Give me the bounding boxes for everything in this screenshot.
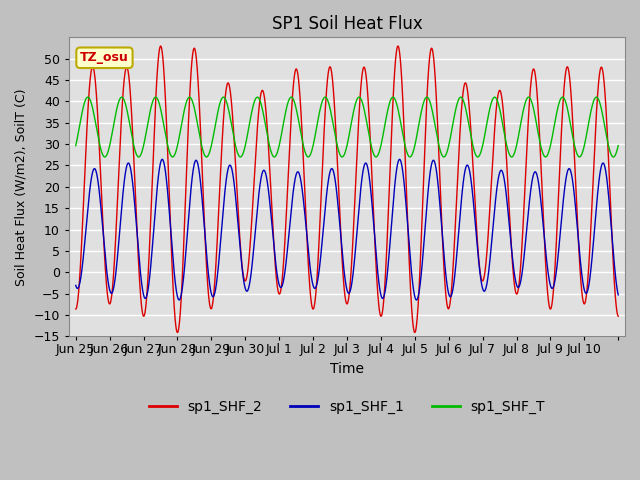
sp1_SHF_2 bbox=[489, 156, 497, 161]
sp1_SHF_T bbox=[165, 148, 173, 154]
sp1_SHF_2 bbox=[423, 96, 431, 101]
sp1_SHF_2 bbox=[72, 306, 79, 312]
Text: TZ_osu: TZ_osu bbox=[80, 51, 129, 64]
Legend: sp1_SHF_2, sp1_SHF_1, sp1_SHF_T: sp1_SHF_2, sp1_SHF_1, sp1_SHF_T bbox=[143, 394, 550, 420]
sp1_SHF_2 bbox=[173, 330, 181, 336]
sp1_SHF_T bbox=[489, 96, 497, 102]
sp1_SHF_1 bbox=[175, 297, 183, 303]
sp1_SHF_1 bbox=[72, 283, 79, 288]
sp1_SHF_2 bbox=[394, 43, 402, 49]
sp1_SHF_T bbox=[614, 143, 622, 148]
sp1_SHF_T bbox=[497, 111, 504, 117]
sp1_SHF_1 bbox=[423, 202, 431, 208]
sp1_SHF_2 bbox=[165, 189, 173, 194]
Line: sp1_SHF_1: sp1_SHF_1 bbox=[76, 159, 618, 300]
sp1_SHF_1 bbox=[434, 179, 442, 185]
sp1_SHF_2 bbox=[614, 313, 622, 319]
sp1_SHF_1 bbox=[473, 240, 481, 245]
sp1_SHF_2 bbox=[434, 125, 442, 131]
sp1_SHF_T bbox=[423, 94, 431, 100]
sp1_SHF_T bbox=[434, 137, 442, 143]
X-axis label: Time: Time bbox=[330, 362, 364, 376]
sp1_SHF_1 bbox=[614, 292, 622, 298]
sp1_SHF_1 bbox=[158, 156, 166, 162]
sp1_SHF_1 bbox=[489, 227, 497, 233]
sp1_SHF_1 bbox=[166, 209, 173, 215]
sp1_SHF_1 bbox=[497, 168, 504, 173]
Y-axis label: Soil Heat Flux (W/m2), SoilT (C): Soil Heat Flux (W/m2), SoilT (C) bbox=[15, 88, 28, 286]
Title: SP1 Soil Heat Flux: SP1 Soil Heat Flux bbox=[271, 15, 422, 33]
sp1_SHF_2 bbox=[473, 231, 481, 237]
sp1_SHF_T bbox=[473, 154, 481, 159]
Line: sp1_SHF_T: sp1_SHF_T bbox=[76, 97, 618, 157]
sp1_SHF_T bbox=[406, 154, 414, 160]
Line: sp1_SHF_2: sp1_SHF_2 bbox=[76, 46, 618, 333]
sp1_SHF_T bbox=[72, 143, 79, 148]
sp1_SHF_T bbox=[423, 94, 431, 100]
sp1_SHF_2 bbox=[497, 89, 504, 95]
